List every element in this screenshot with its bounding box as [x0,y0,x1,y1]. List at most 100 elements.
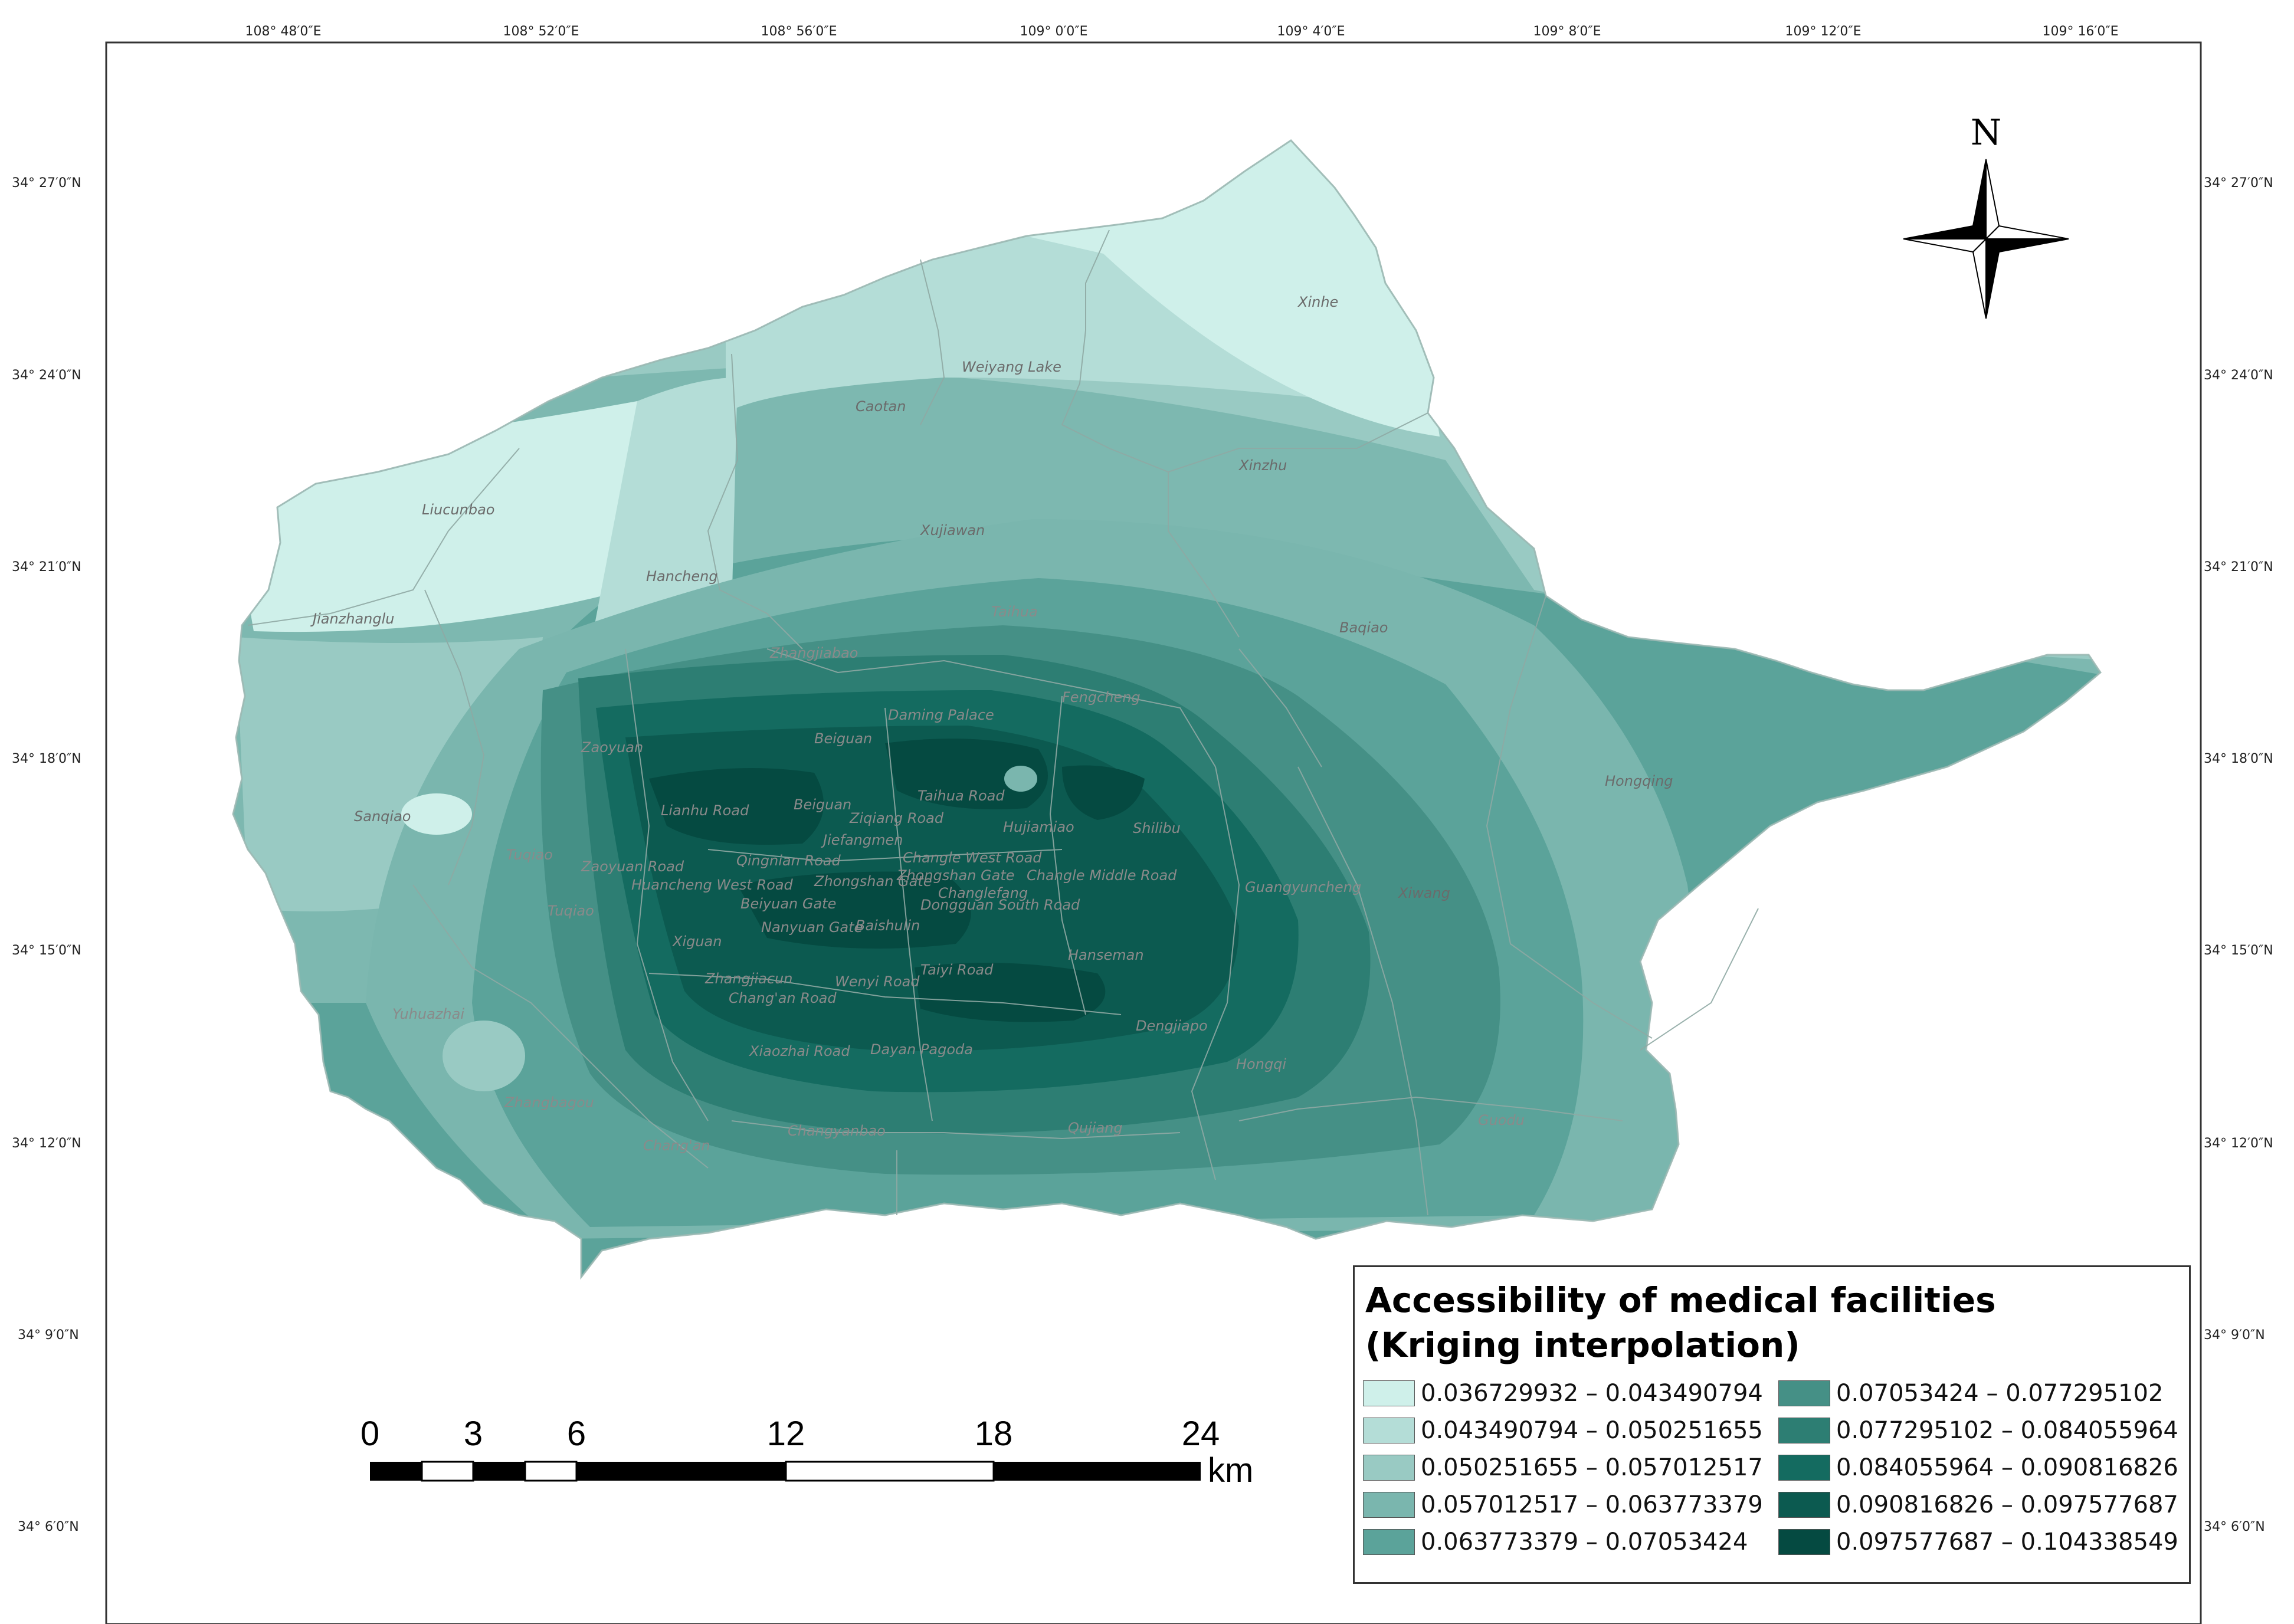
right-axis: 34° 27′0″N 34° 24′0″N 34° 21′0″N 34° 18′… [2204,176,2273,1534]
place-label-taihua: Taihua [991,603,1038,620]
place-label-zhangjiacun: Zhangjiacun [704,970,792,987]
legend-swatch [1778,1380,1830,1406]
place-label-ziqiang-road: Ziqiang Road [849,810,944,826]
tick-left-4: 34° 18′0″N [12,752,81,766]
tick-right-4: 34° 18′0″N [2204,752,2273,766]
place-label-zhangbagou: Zhangbagou [504,1094,594,1111]
tick-right-2: 34° 24′0″N [2204,368,2273,383]
place-label-zhongshan-gate: Zhongshan Gate [896,867,1015,884]
legend-label: 0.050251655 – 0.057012517 [1421,1454,1763,1481]
legend-swatch [1363,1454,1415,1481]
legend-swatch [1778,1417,1830,1443]
legend-item: 0.043490794 – 0.050251655 [1363,1412,1774,1449]
left-axis: 34° 27′0″N 34° 24′0″N 34° 21′0″N 34° 18′… [12,176,81,1534]
place-label-jiefangmen: Jiefangmen [821,832,903,848]
tick-top-3: 108° 56′0″E [761,24,837,39]
legend-label: 0.036729932 – 0.043490794 [1421,1379,1763,1407]
tick-right-5: 34° 15′0″N [2204,943,2273,958]
scale-label-3: 3 [464,1415,483,1453]
place-label-sanqiao: Sanqiao [354,808,411,825]
legend-swatch [1778,1528,1830,1555]
tick-top-4: 109° 0′0″E [1020,24,1087,39]
legend-swatch [1778,1454,1830,1481]
place-label-dengjiapo: Dengjiapo [1136,1018,1208,1034]
place-label-tuqiao-2: Tuqiao [548,903,594,919]
place-label-xiwang: Xiwang [1397,885,1450,901]
zone-class-4-pocket [1004,766,1037,792]
place-label-changan-road: Chang'an Road [729,990,837,1006]
scale-label-24: 24 [1182,1415,1220,1453]
tick-left-2: 34° 24′0″N [12,368,81,383]
place-labels: Xinhe Weiyang Lake Caotan Xinzhu Liucunb… [310,294,1673,1154]
scale-segment-4 [524,1461,578,1482]
tick-left-6: 34° 12′0″N [12,1136,81,1151]
tick-left-8: 34° 6′0″N [18,1520,79,1534]
place-label-guangyuncheng: Guangyuncheng [1245,879,1361,895]
scale-label-6: 6 [567,1415,586,1453]
legend-item: 0.036729932 – 0.043490794 [1363,1374,1774,1412]
top-axis: 108° 48′0″E 108° 52′0″E 108° 56′0″E 109°… [245,24,2118,39]
legend-label: 0.07053424 – 0.077295102 [1836,1379,2164,1407]
place-label-weiyang-lake: Weiyang Lake [962,359,1061,375]
legend-item: 0.077295102 – 0.084055964 [1778,1412,2189,1449]
place-label-changyanbao: Changyanbao [788,1123,886,1139]
place-label-beiguan: Beiguan [814,730,872,747]
tick-right-8: 34° 6′0″N [2204,1520,2265,1534]
scale-segment-2 [421,1461,474,1482]
place-label-xujiawan: Xujiawan [919,522,985,539]
zone-class-10-a [649,768,824,845]
place-label-qingnian-road: Qingnian Road [736,852,841,869]
tick-top-2: 108° 52′0″E [503,24,579,39]
place-label-changle-middle-road: Changle Middle Road [1027,867,1177,884]
map-frame [105,41,2202,1624]
scale-unit: km [1208,1451,1253,1490]
tick-left-1: 34° 27′0″N [12,176,81,191]
place-label-hongqi: Hongqi [1236,1056,1286,1072]
legend-items: 0.036729932 – 0.043490794 0.07053424 – 0.… [1363,1374,2181,1560]
legend-swatch [1778,1491,1830,1518]
legend-swatch [1363,1380,1415,1406]
place-label-hujiamiao: Hujiamiao [1003,819,1074,835]
place-label-beiyuan-gate: Beiyuan Gate [740,895,836,912]
zone-class-10-c [738,871,971,949]
legend-item: 0.090816826 – 0.097577687 [1778,1486,2189,1523]
place-label-taiyi-road: Taiyi Road [920,962,994,978]
tick-top-6: 109° 8′0″E [1533,24,1601,39]
legend-label: 0.063773379 – 0.07053424 [1421,1528,1748,1556]
place-label-zhangjiabao: Zhangjiabao [769,645,858,661]
compass-rose-icon [1903,159,2069,319]
north-arrow: N [1903,112,2069,319]
place-label-beiguan-2: Beiguan [794,796,851,813]
place-label-xinzhu: Xinzhu [1238,457,1287,474]
zone-class-10-b [885,739,1048,809]
place-label-hanseman: Hanseman [1068,947,1144,963]
place-label-daming-palace: Daming Palace [888,707,994,723]
legend-item: 0.084055964 – 0.090816826 [1778,1449,2189,1486]
tick-left-5: 34° 15′0″N [12,943,81,958]
place-label-wenyi-road: Wenyi Road [835,973,920,990]
place-label-shilibu: Shilibu [1133,820,1181,836]
legend-item: 0.050251655 – 0.057012517 [1363,1449,1774,1486]
zone-class-1-sanqiao [401,793,472,835]
place-label-caotan: Caotan [856,398,906,415]
place-label-guodu: Guodu [1478,1112,1525,1128]
legend-item: 0.097577687 – 0.104338549 [1778,1523,2189,1560]
place-label-taihua-road: Taihua Road [917,788,1005,804]
legend: Accessibility of medical facilities (Kri… [1353,1265,2191,1584]
place-label-baishulin: Baishulin [856,917,920,934]
place-label-beiyuanmen: Zhongshan Gate [814,873,932,890]
scale-bar: 0 3 6 12 18 24 km [361,1415,1253,1490]
place-label-xinhe: Xinhe [1297,294,1338,310]
place-label-huancheng-west-road: Huancheng West Road [631,877,794,893]
legend-label: 0.097577687 – 0.104338549 [1836,1528,2178,1556]
zone-class-2-west [590,378,738,649]
tick-left-7: 34° 9′0″N [18,1328,79,1343]
place-label-xiguan: Xiguan [671,933,722,950]
legend-title-line-2: (Kriging interpolation) [1365,1325,1800,1365]
place-label-zaoyuan: Zaoyuan [581,739,643,756]
legend-label: 0.090816826 – 0.097577687 [1836,1491,2178,1518]
place-label-yuhuazhai: Yuhuazhai [392,1006,464,1022]
tick-right-6: 34° 12′0″N [2204,1136,2273,1151]
legend-label: 0.077295102 – 0.084055964 [1836,1416,2178,1444]
